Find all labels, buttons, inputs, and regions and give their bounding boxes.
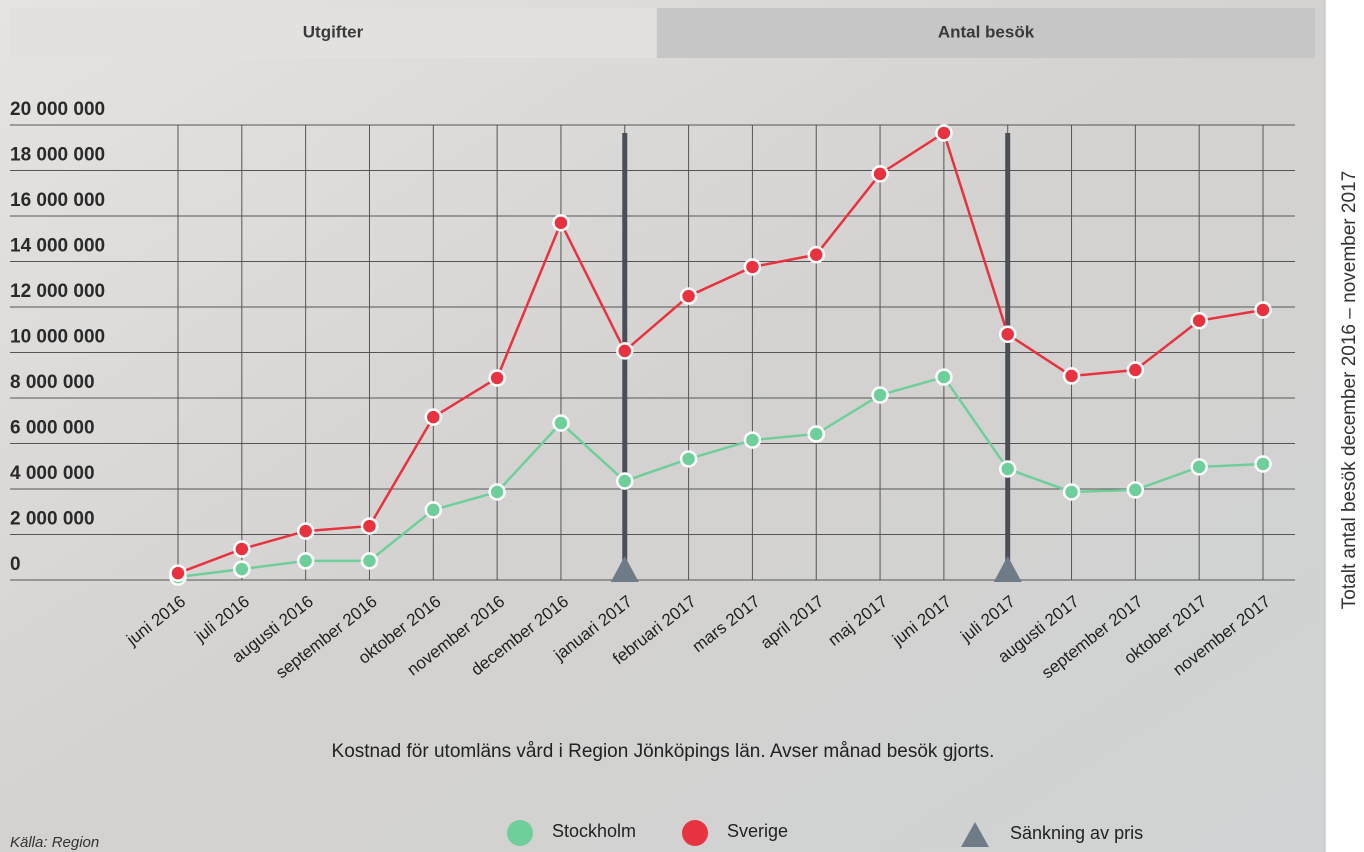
legend-label: Sverige	[727, 821, 788, 841]
data-point	[935, 368, 953, 386]
side-title: Totalt antal besök december 2016 – novem…	[1339, 171, 1360, 609]
y-tick-label: 12 000 000	[10, 281, 105, 302]
data-point	[871, 386, 889, 404]
data-point	[935, 124, 953, 142]
data-point	[360, 517, 379, 535]
side-panel	[1325, 0, 1364, 852]
y-tick-label: 10 000 000	[10, 327, 105, 348]
data-point	[743, 258, 762, 276]
legend-label: Sänkning av pris	[1010, 823, 1143, 843]
y-tick-label: 18 000 000	[10, 145, 105, 166]
y-tick-label: 16 000 000	[10, 190, 105, 211]
data-point	[616, 472, 634, 490]
data-point	[998, 325, 1017, 344]
tab-label[interactable]: Utgifter	[303, 22, 364, 41]
legend-marker	[682, 820, 708, 846]
data-point	[871, 165, 889, 183]
y-tick-label: 6 000 000	[10, 418, 95, 439]
data-point	[1126, 361, 1145, 379]
series-line	[177, 375, 1264, 579]
data-point	[1190, 458, 1208, 476]
data-point	[552, 214, 570, 232]
tab[interactable]	[10, 8, 656, 58]
legend-marker	[507, 820, 533, 846]
y-tick-label: 2 000 000	[10, 509, 95, 530]
price-reduction-marker	[993, 556, 1022, 582]
data-point	[488, 369, 506, 387]
y-tick-label: 8 000 000	[10, 372, 95, 393]
background	[0, 0, 1325, 852]
legend-label: Stockholm	[552, 821, 636, 841]
y-tick-label: 20 000 000	[10, 99, 105, 120]
data-point	[807, 245, 825, 264]
data-point	[998, 460, 1017, 478]
data-point	[1062, 367, 1081, 385]
data-point	[233, 540, 251, 558]
data-point	[807, 425, 825, 443]
caption: Kostnad för utomläns vård i Region Jönkö…	[332, 741, 995, 762]
data-point	[679, 450, 698, 468]
y-tick-label: 14 000 000	[10, 236, 105, 257]
data-point	[233, 560, 251, 578]
data-point	[743, 431, 762, 449]
y-tick-label: 0	[10, 554, 21, 575]
data-point	[1062, 483, 1081, 501]
data-point	[616, 342, 634, 360]
source: Källa: Region	[10, 834, 99, 851]
price-reduction-marker	[610, 556, 639, 582]
data-point	[1254, 455, 1272, 473]
data-point	[424, 408, 443, 426]
legend-marker	[961, 822, 989, 847]
data-point	[296, 552, 315, 570]
y-tick-label: 4 000 000	[10, 463, 95, 484]
data-point	[1254, 301, 1272, 319]
data-point	[552, 414, 570, 432]
data-point	[488, 483, 506, 501]
data-point	[679, 287, 698, 305]
data-point	[1190, 311, 1208, 330]
series-line	[177, 131, 1264, 575]
data-point	[424, 501, 443, 519]
data-point	[296, 522, 315, 540]
tab[interactable]	[657, 8, 1315, 58]
data-point	[360, 552, 379, 570]
data-point	[169, 564, 187, 582]
tab-label[interactable]: Antal besök	[938, 22, 1035, 41]
data-point	[1126, 481, 1145, 499]
